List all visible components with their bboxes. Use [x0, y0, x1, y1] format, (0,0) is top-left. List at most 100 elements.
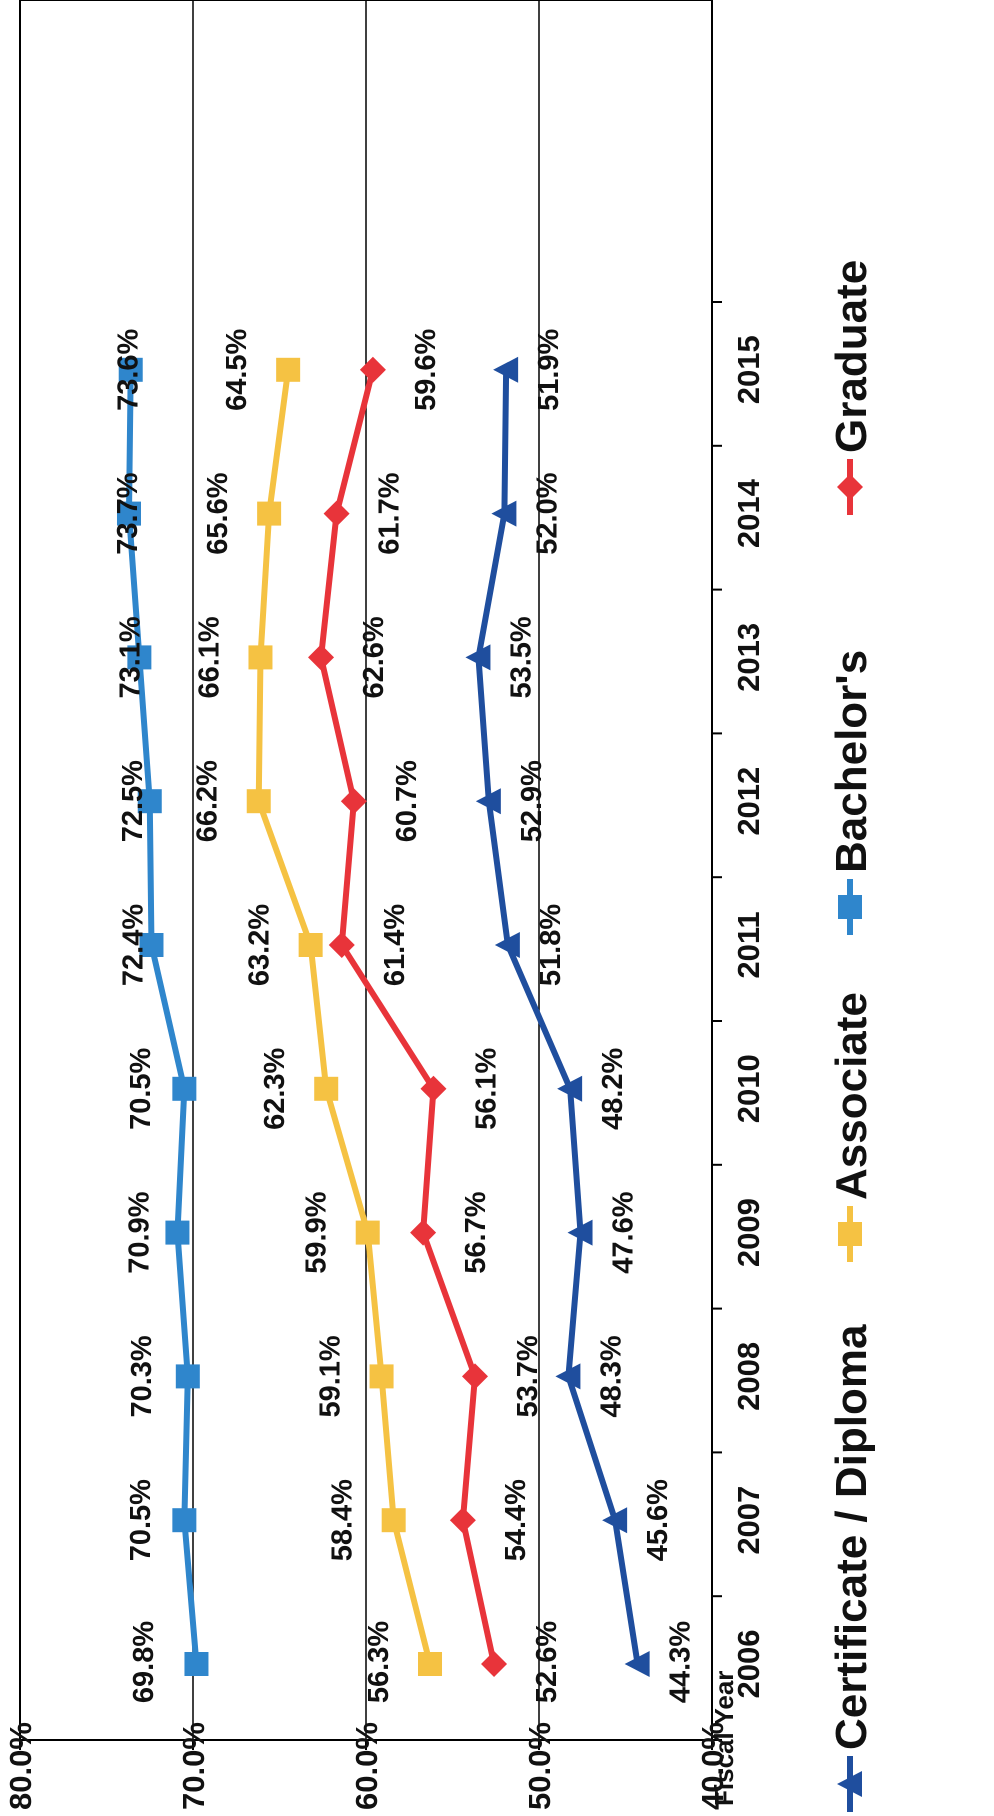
data-point — [418, 1652, 443, 1676]
y-tick-label: 80.0% — [3, 1722, 38, 1810]
data-label: 58.4% — [327, 1479, 359, 1561]
series-line — [255, 369, 433, 1665]
data-label: 53.7% — [512, 1335, 544, 1417]
data-point — [340, 788, 367, 815]
data-label: 62.3% — [259, 1047, 291, 1129]
x-tick-label: 2011 — [731, 911, 766, 978]
data-point — [127, 645, 152, 670]
data-label: 47.6% — [608, 1191, 640, 1273]
data-label: 45.6% — [642, 1479, 674, 1561]
data-label: 59.9% — [301, 1191, 333, 1273]
axis-tick-labels: 40.0% 50.0% 60.0% 70.0% 80.0% 2006 2007 2008 200… — [3, 335, 766, 1810]
legend-label: Certificate / Diploma — [827, 1324, 876, 1750]
axis-ticks — [19, 301, 722, 1750]
data-label: 52.9% — [516, 760, 548, 842]
data-label: 61.7% — [374, 472, 406, 554]
data-label: 63.2% — [244, 904, 276, 986]
legend-label: Graduate — [827, 260, 876, 453]
data-point — [116, 501, 141, 526]
data-label: 56.3% — [363, 1621, 395, 1703]
data-label: 69.8% — [128, 1621, 160, 1703]
x-tick-label: 2013 — [731, 623, 766, 692]
data-point — [493, 356, 519, 383]
data-label: 53.5% — [505, 616, 537, 698]
data-label: 48.3% — [595, 1335, 627, 1417]
data-label: 73.7% — [112, 472, 144, 554]
data-point — [449, 1507, 476, 1534]
y-tick-label: 40.0% — [695, 1722, 730, 1810]
x-tick-label: 2007 — [731, 1486, 766, 1555]
data-label: 52.0% — [531, 472, 563, 554]
data-point — [139, 933, 164, 957]
data-label: 60.7% — [391, 760, 423, 842]
data-label: 72.5% — [117, 760, 149, 842]
data-label: 66.2% — [192, 760, 224, 842]
y-tick-label: 70.0% — [176, 1722, 211, 1810]
data-point — [314, 1076, 339, 1101]
data-point — [118, 357, 143, 382]
data-point — [381, 1508, 406, 1533]
legend: Certificate / Diploma Associate Bachelor's… — [827, 260, 876, 1812]
data-point — [248, 645, 273, 670]
data-label: 70.3% — [126, 1335, 158, 1417]
legend-label: Associate — [827, 992, 876, 1200]
data-label: 70.5% — [125, 1479, 157, 1561]
x-tick-label: 2014 — [731, 478, 766, 548]
data-point — [359, 356, 386, 383]
data-point — [175, 1364, 200, 1389]
x-axis-title: Fiscal Year — [709, 1671, 739, 1806]
legend-marker — [837, 474, 863, 500]
legend-marker — [837, 1771, 862, 1797]
data-label: 70.5% — [125, 1047, 157, 1129]
data-label: 59.1% — [315, 1335, 347, 1417]
data-point — [246, 789, 271, 814]
series-line — [125, 369, 200, 1665]
data-point — [257, 501, 282, 526]
data-point — [624, 1651, 650, 1677]
data-point — [323, 500, 350, 527]
legend-marker — [838, 1222, 862, 1246]
data-point — [481, 1651, 508, 1677]
data-point — [557, 1075, 583, 1102]
data-point — [369, 1364, 394, 1389]
data-point — [276, 357, 301, 382]
gridlines — [192, 0, 540, 1740]
data-label: 59.6% — [410, 328, 442, 410]
y-tick-label: 60.0% — [349, 1722, 384, 1810]
data-label: 62.6% — [358, 616, 390, 698]
data-label: 56.7% — [460, 1191, 492, 1273]
data-point — [461, 1363, 488, 1390]
data-label: 64.5% — [221, 328, 253, 410]
series-group — [116, 356, 650, 1677]
x-tick-label: 2012 — [731, 767, 766, 836]
data-label: 70.9% — [123, 1191, 155, 1273]
x-tick-label: 2008 — [731, 1342, 766, 1411]
y-tick-label: 50.0% — [522, 1722, 557, 1810]
data-point — [184, 1652, 209, 1676]
data-label: 48.2% — [597, 1047, 629, 1129]
data-point — [555, 1363, 581, 1390]
series-line — [475, 369, 641, 1665]
series-line — [318, 369, 497, 1665]
data-point — [355, 1220, 380, 1245]
data-point — [465, 644, 491, 671]
x-tick-label: 2009 — [731, 1198, 766, 1267]
data-point — [491, 500, 517, 527]
data-label: 54.4% — [500, 1479, 532, 1561]
data-label: 72.4% — [117, 904, 149, 986]
data-point — [165, 1220, 190, 1245]
data-point — [298, 933, 323, 957]
data-label: 73.6% — [113, 328, 145, 410]
data-label: 65.6% — [202, 472, 234, 554]
data-point — [172, 1508, 197, 1533]
data-label: 61.4% — [379, 904, 411, 986]
data-label: 56.1% — [470, 1047, 502, 1129]
legend-marker — [838, 895, 862, 919]
data-label: 51.8% — [535, 904, 567, 986]
x-tick-label: 2015 — [731, 335, 766, 404]
data-point — [410, 1219, 437, 1246]
x-tick-label: 2010 — [731, 1054, 766, 1123]
data-point — [308, 644, 335, 671]
data-labels: 56.3% 58.4% 59.1% 59.9% 62.3% 63.2% 66.2% 66.1%… — [112, 328, 696, 1703]
